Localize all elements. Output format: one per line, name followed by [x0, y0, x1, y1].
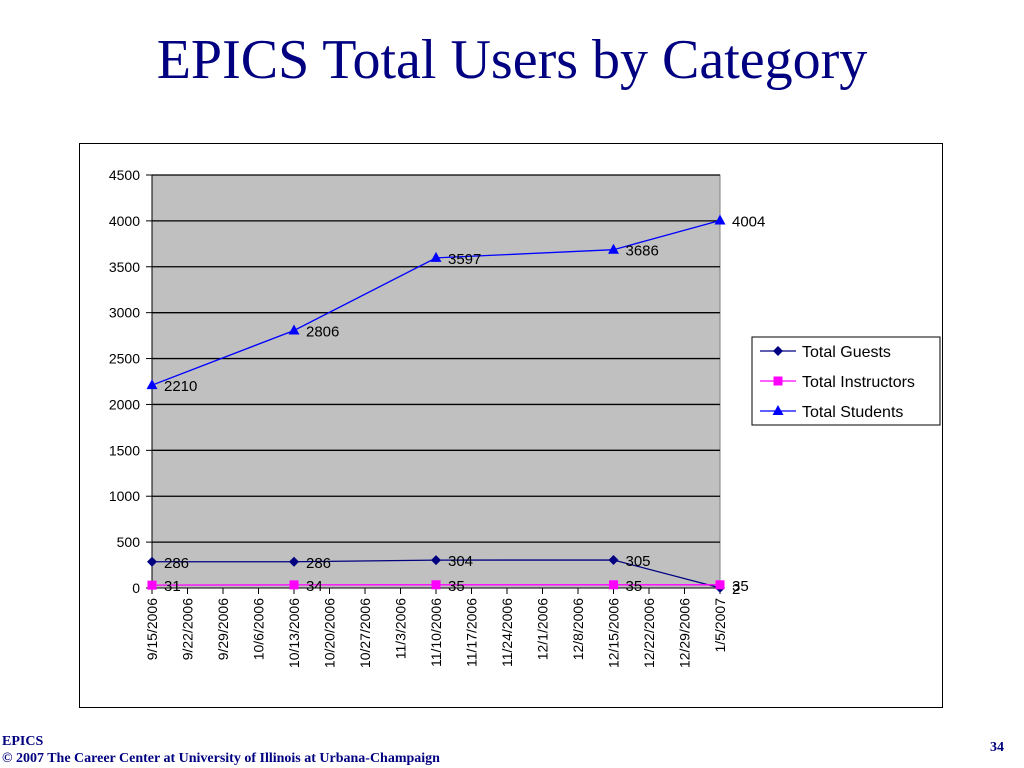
data-label: 35 — [732, 578, 749, 595]
legend-marker — [773, 376, 783, 386]
data-label: 304 — [448, 553, 473, 570]
y-tick-label: 4500 — [109, 167, 140, 183]
y-tick-label: 1000 — [109, 488, 140, 504]
x-tick-label: 10/6/2006 — [251, 598, 267, 660]
x-tick-label: 10/13/2006 — [286, 598, 302, 668]
data-point — [430, 251, 442, 262]
x-tick-label: 10/20/2006 — [322, 598, 338, 668]
footer-brand: EPICS — [2, 734, 44, 749]
x-tick-label: 10/27/2006 — [357, 598, 373, 668]
legend-label: Total Students — [802, 404, 903, 421]
chart-frame: 0 500 1000 1500 2000 2500 3000 3500 4000 4500 9/15… — [79, 143, 943, 708]
y-tick-label: 0 — [132, 580, 140, 596]
data-label: 2210 — [164, 378, 197, 395]
legend-marker — [772, 405, 784, 415]
data-label: 35 — [626, 578, 643, 595]
data-label: 305 — [626, 553, 651, 570]
data-label: 2806 — [306, 323, 339, 340]
x-tick-label: 12/22/2006 — [641, 598, 657, 668]
data-point — [609, 580, 618, 590]
page-number: 34 — [990, 740, 1004, 755]
y-tick-label: 2500 — [109, 351, 140, 367]
data-label: 3597 — [448, 251, 481, 268]
data-label: 4004 — [732, 214, 765, 231]
x-tick-label: 11/17/2006 — [464, 598, 480, 667]
data-label: 3686 — [626, 243, 659, 260]
data-point — [715, 580, 725, 590]
data-point — [431, 555, 441, 566]
y-tick-label: 4000 — [109, 213, 140, 229]
plot-area — [151, 174, 721, 589]
data-point — [289, 580, 299, 590]
data-label: 286 — [306, 555, 331, 572]
data-point — [431, 580, 441, 590]
x-tick-label: 9/29/2006 — [215, 598, 231, 660]
y-tick-label: 3000 — [109, 305, 140, 321]
data-point — [288, 324, 300, 335]
data-label: 2 — [732, 581, 740, 598]
data-point — [147, 556, 157, 567]
x-tick-label: 9/22/2006 — [180, 598, 196, 660]
y-tick-label: 2000 — [109, 396, 140, 412]
y-tick-label: 3500 — [109, 259, 140, 275]
data-point — [147, 580, 157, 590]
x-tick-label: 11/24/2006 — [499, 598, 515, 667]
legend-label: Total Instructors — [802, 374, 915, 391]
x-tick-label: 11/3/2006 — [393, 598, 409, 659]
footer: EPICS © 2007 The Career Center at Univer… — [2, 733, 440, 767]
data-point — [146, 379, 158, 390]
y-tick-label: 1500 — [109, 442, 140, 458]
x-tick-label: 1/5/2007 — [712, 598, 728, 653]
legend-marker — [773, 346, 783, 356]
data-point — [608, 243, 619, 254]
legend-label: Total Guests — [802, 344, 891, 361]
data-point — [289, 556, 299, 567]
data-label: 286 — [164, 555, 189, 572]
data-label: 34 — [306, 578, 323, 595]
x-tick-label: 12/29/2006 — [677, 598, 693, 668]
x-tick-label: 11/10/2006 — [428, 598, 444, 667]
data-point — [608, 555, 619, 566]
footer-copyright: © 2007 The Career Center at University o… — [2, 751, 440, 766]
slide-title: EPICS Total Users by Category — [156, 29, 868, 91]
x-tick-label: 12/1/2006 — [535, 598, 551, 660]
line-chart: 0 500 1000 1500 2000 2500 3000 3500 4000 4500 9/15… — [109, 167, 941, 668]
x-tick-label: 12/8/2006 — [570, 598, 586, 660]
x-tick-label: 12/15/2006 — [606, 598, 622, 668]
x-tick-label: 9/15/2006 — [144, 598, 160, 660]
data-label: 35 — [448, 578, 465, 595]
y-tick-label: 500 — [117, 534, 141, 550]
data-point — [714, 214, 726, 225]
data-label: 31 — [164, 578, 181, 595]
